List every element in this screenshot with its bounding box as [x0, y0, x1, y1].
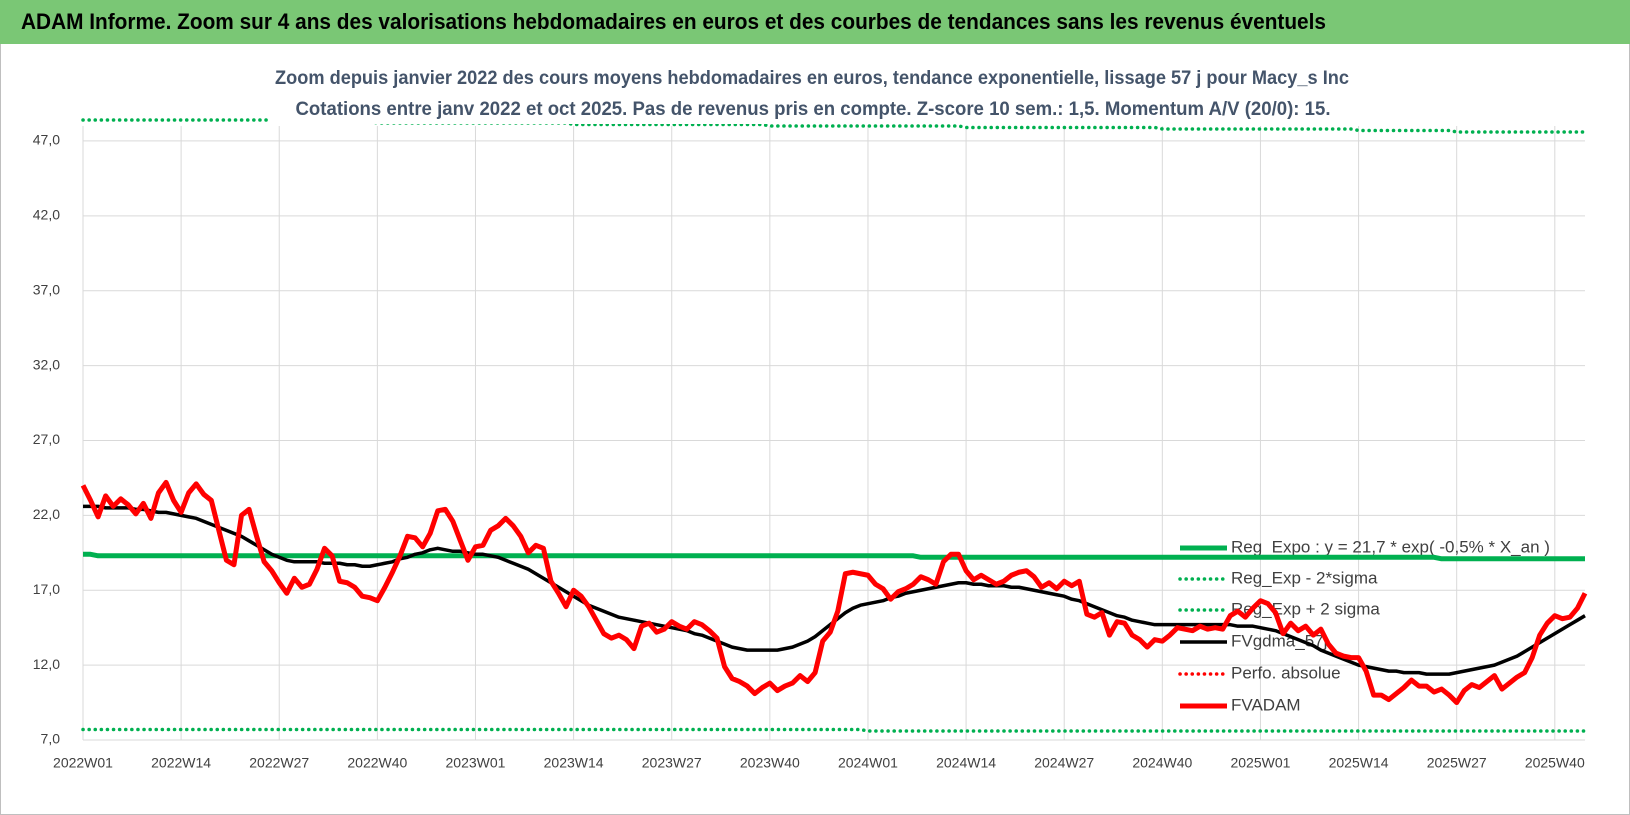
- x-tick-label: 2025W27: [1427, 755, 1487, 771]
- x-tick-label: 2022W27: [249, 755, 309, 771]
- grid: 7,0 12,0 17,0 22,0 27,0 32,0 37,0 42,0 47,0 2022W…: [33, 126, 1585, 771]
- x-tick-label: 2023W27: [642, 755, 702, 771]
- legend-label: Perfo. absolue: [1231, 663, 1341, 682]
- x-tick-label: 2023W01: [446, 755, 506, 771]
- x-tick-label: 2022W14: [151, 755, 211, 771]
- series-line: [83, 551, 1585, 562]
- chart-subtitle: Cotations entre janv 2022 et oct 2025. P…: [296, 99, 1331, 120]
- subtitle-box: [270, 58, 1355, 124]
- series-line: [80, 479, 1588, 706]
- y-tick-label: 12,0: [33, 656, 60, 672]
- x-tick-label: 2024W01: [838, 755, 898, 771]
- y-tick-label: 37,0: [33, 281, 60, 297]
- x-tick-label: 2025W01: [1230, 755, 1290, 771]
- y-tick-label: 47,0: [33, 132, 60, 148]
- legend-label: FVgdma_57j: [1231, 631, 1327, 650]
- plot-lines: [80, 118, 1588, 733]
- page-title: ADAM Informe. Zoom sur 4 ans des valoris…: [21, 9, 1326, 34]
- legend-label: FVADAM: [1231, 695, 1301, 714]
- x-tick-label: 2022W40: [347, 755, 407, 771]
- x-tick-label: 2025W40: [1525, 755, 1585, 771]
- x-tick-label: 2022W01: [53, 755, 113, 771]
- title-bar: [0, 0, 1630, 44]
- x-tick-label: 2024W14: [936, 755, 996, 771]
- legend-label: Reg_Exp - 2*sigma: [1231, 568, 1378, 587]
- chart-subtitle: Zoom depuis janvier 2022 des cours moyen…: [275, 68, 1349, 89]
- y-tick-label: 7,0: [41, 731, 61, 747]
- y-tick-label: 17,0: [33, 581, 60, 597]
- y-tick-label: 32,0: [33, 356, 60, 372]
- y-tick-label: 27,0: [33, 431, 60, 447]
- y-tick-label: 42,0: [33, 207, 60, 223]
- x-tick-label: 2025W14: [1329, 755, 1389, 771]
- x-tick-label: 2024W27: [1034, 755, 1094, 771]
- legend: Reg_Expo : y = 21,7 * exp( -0,5% * X_an …: [1178, 537, 1550, 714]
- x-tick-label: 2024W40: [1132, 755, 1192, 771]
- y-tick-label: 22,0: [33, 506, 60, 522]
- legend-label: Reg_Expo : y = 21,7 * exp( -0,5% * X_an …: [1231, 537, 1550, 556]
- x-tick-label: 2023W14: [544, 755, 604, 771]
- series-line: [81, 727, 1587, 733]
- x-tick-label: 2023W40: [740, 755, 800, 771]
